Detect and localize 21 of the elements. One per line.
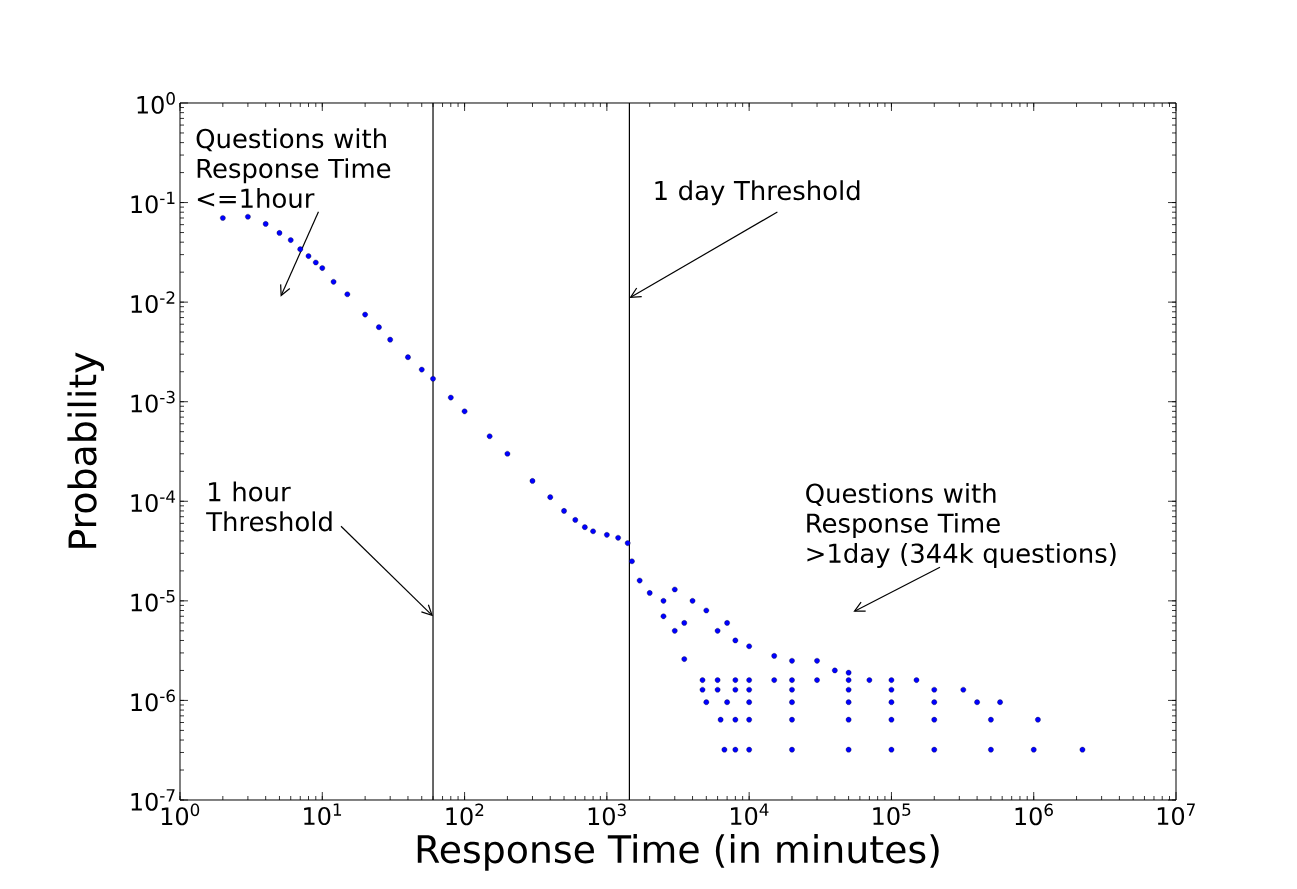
x-tick-label: 10$^{3}$ — [588, 803, 626, 826]
annotation: Questions with Response Time <=1hour — [196, 128, 391, 209]
x-tick-label: 10$^{7}$ — [1157, 803, 1195, 826]
y-tick-label: 10$^{-6}$ — [131, 689, 175, 712]
y-tick-label: 10$^{-5}$ — [131, 590, 175, 612]
x-tick-label: 10$^{1}$ — [304, 803, 342, 826]
annotation: 1 day Threshold — [655, 180, 860, 206]
y-tick-label: 10$^{-4}$ — [131, 490, 176, 513]
x-tick-label: 10$^{2}$ — [446, 803, 484, 826]
y-axis-title: Probability — [67, 352, 105, 548]
annotation: >1day (344k questions) — [807, 542, 1116, 569]
x-tick-label: 10$^{4}$ — [730, 803, 769, 826]
y-tick-label: 10$^{-3}$ — [131, 390, 175, 413]
x-tick-label: 10$^{5}$ — [873, 803, 911, 826]
y-tick-label: 10$^{-1}$ — [131, 191, 175, 214]
x-axis-title: Response Time (in minutes) — [417, 834, 939, 871]
annotation: 1 hour Threshold — [206, 481, 332, 532]
x-tick-label: 10$^{6}$ — [1015, 803, 1053, 826]
y-tick-label: 10$^{-2}$ — [131, 291, 175, 314]
y-tick-label: 10$^{0}$ — [137, 92, 175, 114]
annotation: Questions with Response Time — [806, 483, 1000, 539]
